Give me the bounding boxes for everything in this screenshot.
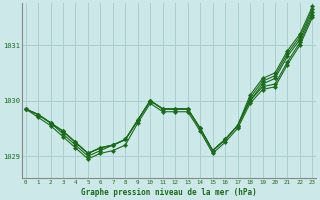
X-axis label: Graphe pression niveau de la mer (hPa): Graphe pression niveau de la mer (hPa) <box>81 188 257 197</box>
